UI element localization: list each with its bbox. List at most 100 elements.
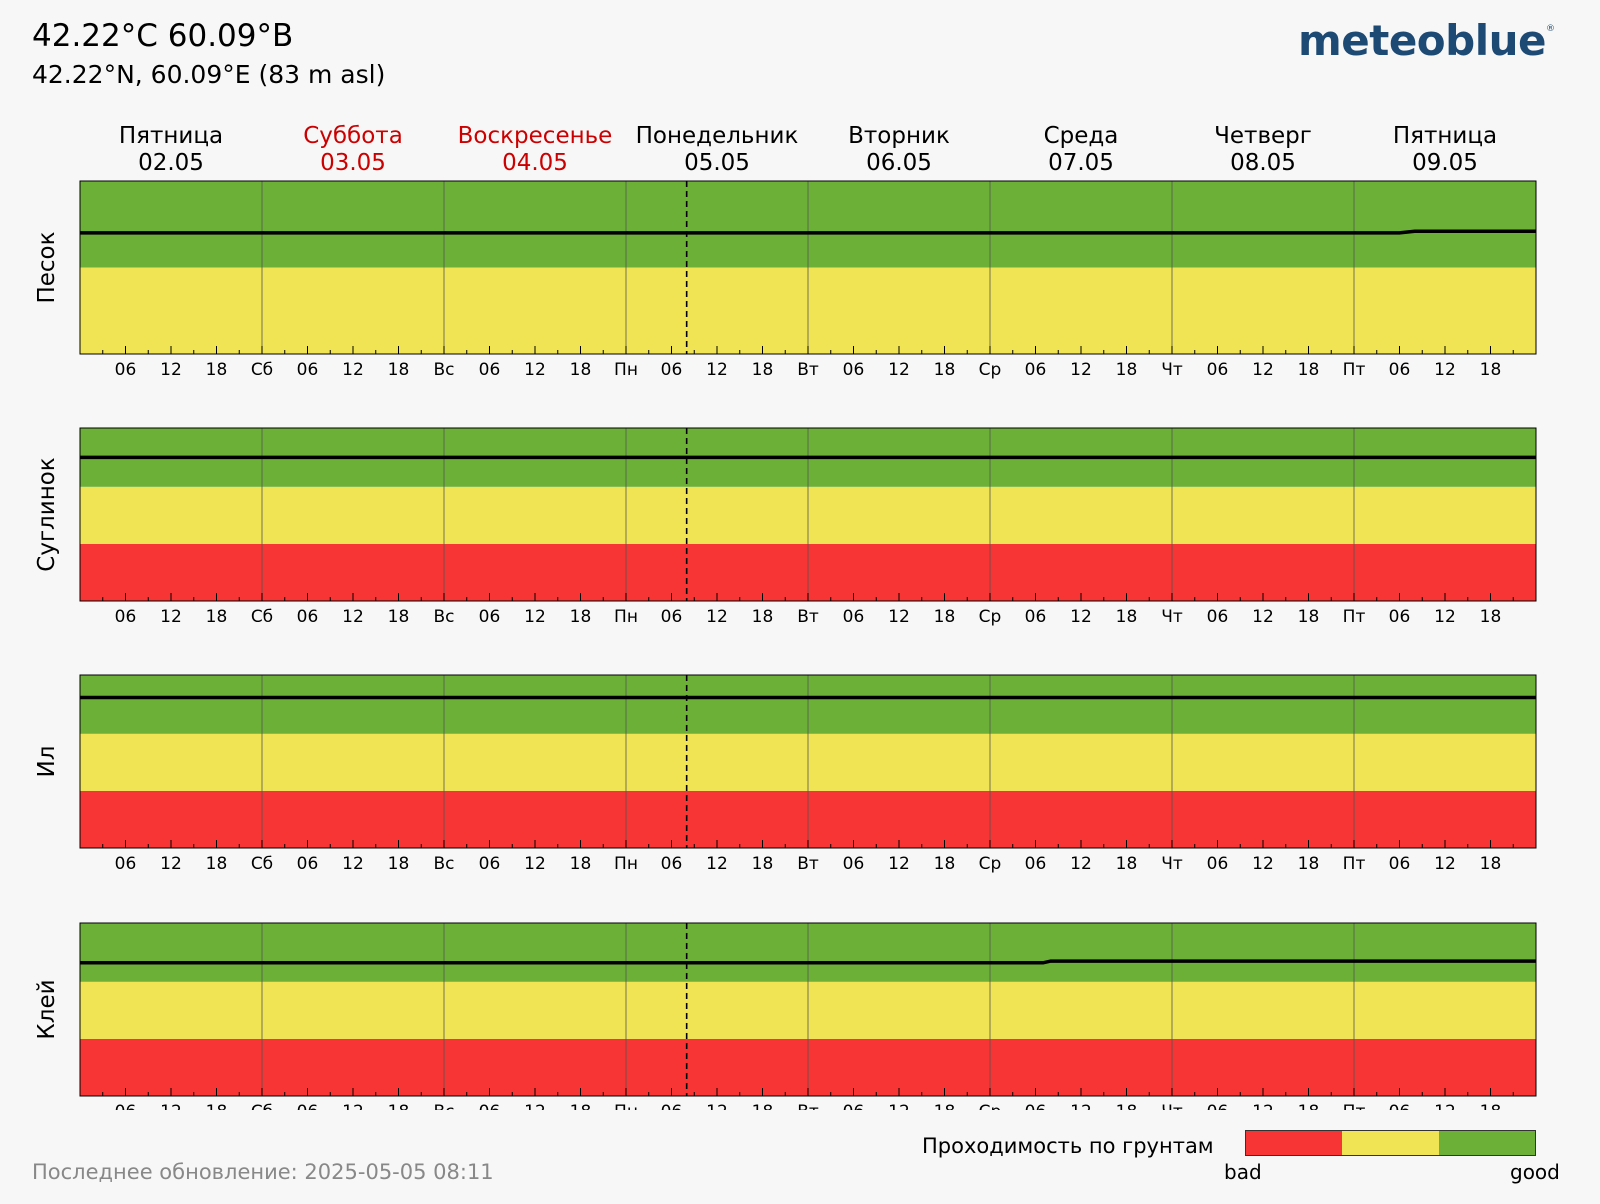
x-tick-label: Пт (1343, 1102, 1366, 1110)
x-tick-label: 18 (388, 607, 410, 627)
legend-swatch-medium (1342, 1131, 1439, 1155)
last-update: Последнее обновление: 2025-05-05 08:11 (32, 1160, 494, 1184)
x-tick-label: Чт (1161, 360, 1183, 380)
x-tick-label: 18 (1116, 854, 1138, 874)
x-tick-label: 12 (342, 607, 364, 627)
x-tick-label: 18 (934, 1102, 956, 1110)
x-tick-label: 06 (1025, 1102, 1047, 1110)
x-tick-label: 18 (1116, 1102, 1138, 1110)
x-tick-label: 06 (1025, 607, 1047, 627)
day-name-label: Среда (1044, 123, 1119, 149)
y-axis-label: Песок (34, 231, 60, 303)
x-tick-label: Вт (797, 607, 819, 627)
chart-panel: 06 12 18 Сб 06 12 18 Вс 06 12 18 Пн 06 12 18 Вт 06 12 18 Ср… (34, 427, 1537, 627)
x-tick-label: 06 (661, 607, 683, 627)
x-tick-label: Вс (433, 607, 454, 627)
x-tick-label: 12 (342, 360, 364, 380)
x-tick-label: 18 (1116, 607, 1138, 627)
x-tick-label: Ср (979, 1102, 1002, 1110)
x-tick-label: Вс (433, 854, 454, 874)
x-tick-label: 06 (115, 854, 137, 874)
x-tick-label: 06 (297, 854, 319, 874)
legend-bad-label: bad (1224, 1160, 1262, 1184)
legend-title: Проходимость по грунтам (922, 1134, 1214, 1158)
x-tick-label: 06 (843, 360, 865, 380)
x-tick-label: 18 (206, 607, 228, 627)
registered-mark: ® (1546, 24, 1555, 34)
day-name-label: Суббота (303, 123, 403, 149)
y-axis-label: Ил (34, 746, 60, 778)
x-tick-label: 06 (115, 607, 137, 627)
x-tick-label: 06 (1207, 360, 1229, 380)
x-tick-label: Вт (797, 360, 819, 380)
day-date-label: 02.05 (138, 150, 204, 176)
day-date-label: 04.05 (502, 150, 568, 176)
x-tick-label: 06 (479, 854, 501, 874)
x-tick-label: 12 (1434, 360, 1456, 380)
meteoblue-logo[interactable]: meteoblue® (1298, 16, 1555, 65)
x-tick-label: 06 (1389, 360, 1411, 380)
x-tick-label: 06 (1025, 854, 1047, 874)
x-tick-label: 12 (706, 360, 728, 380)
day-name-label: Вторник (848, 123, 950, 149)
day-name-label: Воскресенье (458, 123, 613, 149)
x-tick-label: 18 (388, 1102, 410, 1110)
x-tick-label: 06 (1207, 1102, 1229, 1110)
x-tick-label: 18 (752, 1102, 774, 1110)
x-tick-label: 12 (1252, 1102, 1274, 1110)
x-tick-label: 06 (1389, 1102, 1411, 1110)
y-axis-label: Суглинок (34, 457, 60, 572)
x-tick-label: 12 (1252, 607, 1274, 627)
x-tick-label: Пн (614, 360, 638, 380)
x-tick-label: 06 (843, 1102, 865, 1110)
day-date-label: 03.05 (320, 150, 386, 176)
x-tick-label: 12 (1070, 607, 1092, 627)
x-tick-label: 18 (388, 854, 410, 874)
x-tick-label: Вт (797, 854, 819, 874)
x-tick-label: 18 (1298, 360, 1320, 380)
x-tick-label: 06 (1207, 854, 1229, 874)
day-name-label: Пятница (119, 123, 223, 149)
day-date-label: 05.05 (684, 150, 750, 176)
x-tick-label: 18 (1480, 607, 1502, 627)
legend-colorbar (1245, 1130, 1536, 1156)
x-tick-label: 18 (752, 607, 774, 627)
day-date-label: 07.05 (1048, 150, 1114, 176)
x-tick-label: 12 (1252, 854, 1274, 874)
x-tick-label: Сб (251, 854, 273, 874)
x-tick-label: 12 (888, 854, 910, 874)
x-tick-label: 12 (160, 607, 182, 627)
day-date-label: 09.05 (1412, 150, 1478, 176)
x-tick-label: Пн (614, 607, 638, 627)
x-tick-label: 18 (1480, 360, 1502, 380)
x-tick-label: Сб (251, 360, 273, 380)
x-tick-label: 06 (479, 1102, 501, 1110)
x-tick-label: Сб (251, 1102, 273, 1110)
chart-panel: 06 12 18 Сб 06 12 18 Вс 06 12 18 Пн 06 12 18 Вт 06 12 18 Ср… (34, 180, 1537, 380)
x-tick-label: 18 (934, 854, 956, 874)
x-tick-label: Вт (797, 1102, 819, 1110)
x-tick-label: 12 (342, 1102, 364, 1110)
x-tick-label: 12 (1434, 607, 1456, 627)
x-tick-label: Чт (1161, 1102, 1183, 1110)
x-tick-label: 18 (752, 854, 774, 874)
x-tick-label: 18 (752, 360, 774, 380)
x-tick-label: 18 (388, 360, 410, 380)
chart-panel: 06 12 18 Сб 06 12 18 Вс 06 12 18 Пн 06 12 18 Вт 06 12 18 Ср… (34, 922, 1537, 1110)
x-tick-label: 12 (1434, 1102, 1456, 1110)
x-tick-label: 06 (843, 607, 865, 627)
y-axis-label: Клей (34, 979, 60, 1039)
x-tick-label: 06 (1025, 360, 1047, 380)
x-tick-label: Пт (1343, 360, 1366, 380)
x-tick-label: 12 (160, 360, 182, 380)
x-tick-label: Чт (1161, 854, 1183, 874)
x-tick-label: 12 (160, 1102, 182, 1110)
x-tick-label: 12 (342, 854, 364, 874)
day-name-label: Пятница (1393, 123, 1497, 149)
x-tick-label: 12 (706, 1102, 728, 1110)
legend-swatch-bad (1246, 1131, 1343, 1155)
x-tick-label: 06 (1389, 607, 1411, 627)
x-tick-label: Ср (979, 854, 1002, 874)
x-tick-label: 18 (934, 360, 956, 380)
x-tick-label: 12 (888, 360, 910, 380)
